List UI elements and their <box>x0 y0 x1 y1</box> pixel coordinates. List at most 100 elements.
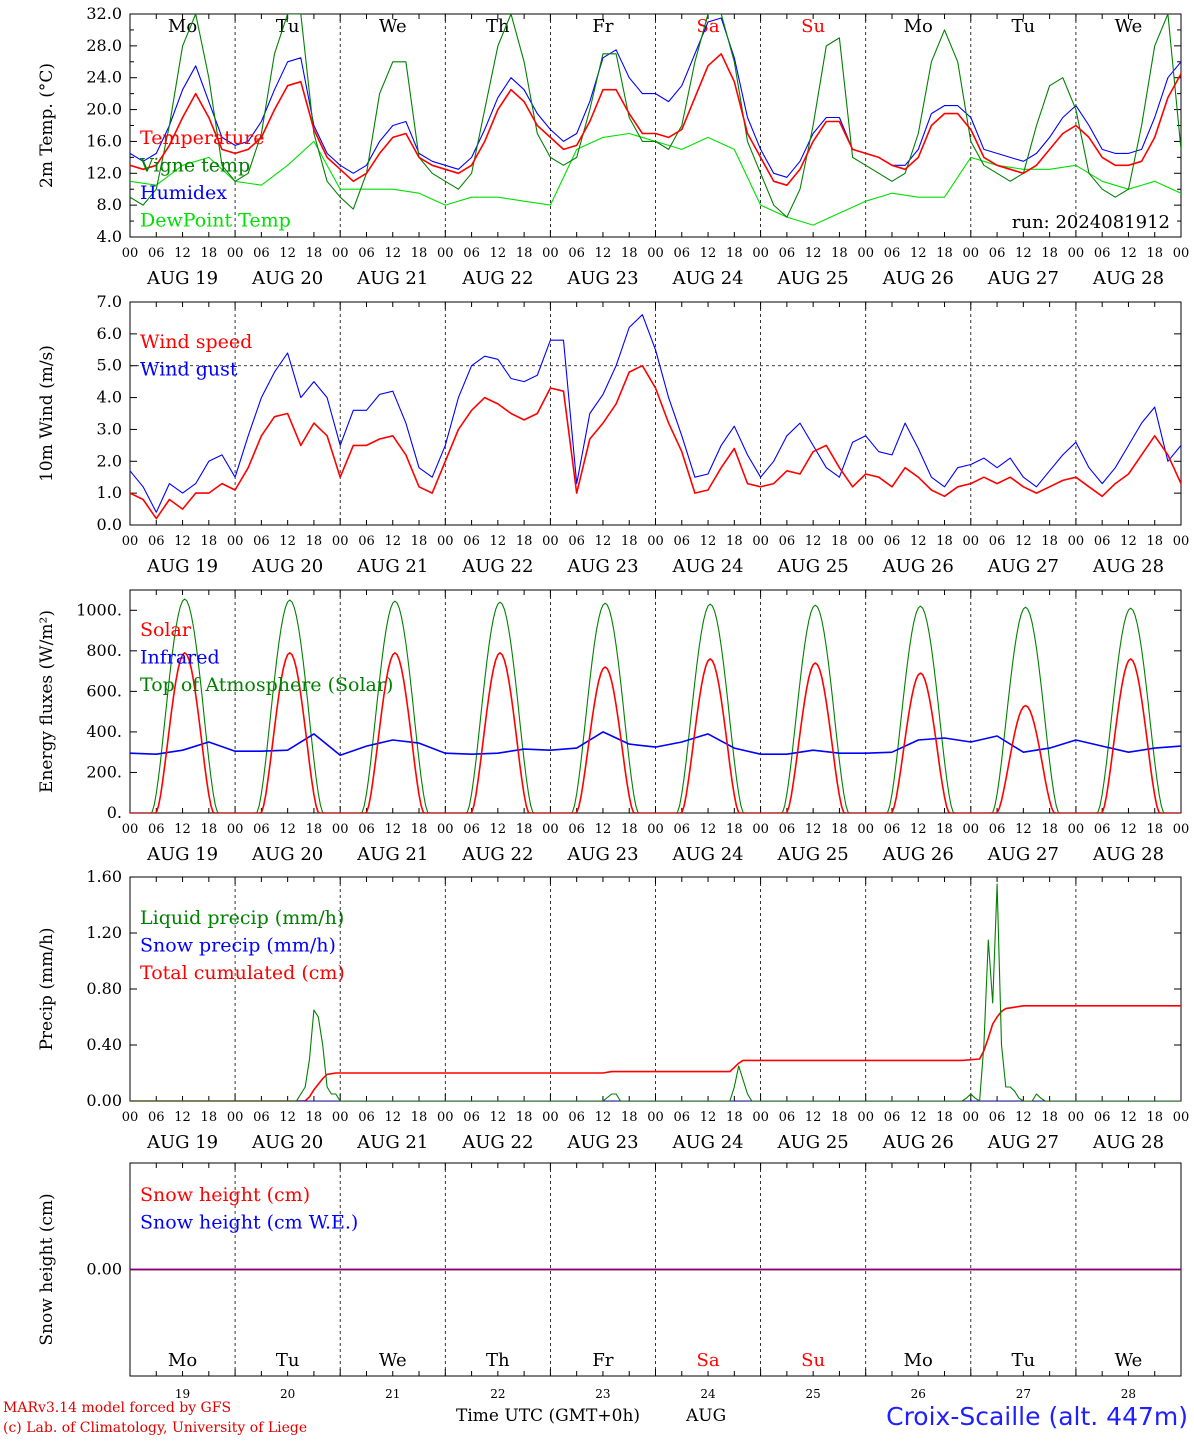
hour-tick-label: 00 <box>227 246 244 261</box>
hour-tick-label: 00 <box>437 246 454 261</box>
hour-tick-label: 00 <box>1173 534 1190 549</box>
date-label: AUG 23 <box>566 1132 638 1153</box>
date-label: AUG 24 <box>671 556 743 577</box>
date-label: AUG 20 <box>251 268 323 289</box>
y-tick-label: 1.0 <box>97 483 122 502</box>
hour-tick-label: 00 <box>1068 822 1085 837</box>
date-label: AUG 28 <box>1092 556 1164 577</box>
hour-tick-label: 18 <box>201 822 218 837</box>
hour-tick-label: 12 <box>384 246 401 261</box>
hour-tick-label: 18 <box>411 822 428 837</box>
hour-tick-label: 18 <box>1146 1110 1163 1125</box>
hour-tick-label: 00 <box>963 1110 980 1125</box>
day-abbr-label: Mo <box>168 1350 197 1371</box>
hour-tick-label: 18 <box>621 534 638 549</box>
day-number-label: 21 <box>385 1387 400 1401</box>
hour-tick-label: 18 <box>936 534 953 549</box>
date-label: AUG 20 <box>251 844 323 865</box>
hour-tick-label: 06 <box>253 1110 270 1125</box>
hour-tick-label: 06 <box>148 822 165 837</box>
series-line <box>130 314 1181 513</box>
hour-tick-label: 00 <box>332 1110 349 1125</box>
hour-tick-label: 00 <box>437 534 454 549</box>
day-abbr-label: Tu <box>276 1350 300 1371</box>
hour-tick-label: 12 <box>1015 534 1032 549</box>
legend-entry: Infrared <box>140 647 220 669</box>
hour-tick-label: 06 <box>148 534 165 549</box>
hour-tick-label: 18 <box>1041 246 1058 261</box>
legend-entry: Temperature <box>140 127 264 149</box>
y-axis-label: Precip (mm/h) <box>37 927 57 1050</box>
hour-tick-label: 18 <box>306 1110 323 1125</box>
hour-tick-label: 00 <box>1173 822 1190 837</box>
hour-tick-label: 18 <box>831 1110 848 1125</box>
date-label: AUG 19 <box>146 268 218 289</box>
hour-tick-label: 12 <box>700 1110 717 1125</box>
hour-tick-label: 00 <box>963 822 980 837</box>
hour-tick-label: 12 <box>174 534 191 549</box>
day-number-label: 23 <box>595 1387 610 1401</box>
hour-tick-label: 18 <box>1041 534 1058 549</box>
hour-tick-label: 12 <box>279 246 296 261</box>
hour-tick-label: 00 <box>1068 246 1085 261</box>
hour-tick-label: 18 <box>936 1110 953 1125</box>
legend-entry: Solar <box>140 619 192 641</box>
y-tick-label: 1.60 <box>86 867 122 886</box>
date-label: AUG 23 <box>566 844 638 865</box>
date-label: AUG 19 <box>146 844 218 865</box>
y-axis-label: 2m Temp. (°C) <box>37 63 57 188</box>
hour-tick-label: 18 <box>306 822 323 837</box>
y-tick-label: 3.0 <box>97 419 122 438</box>
hour-tick-label: 18 <box>831 534 848 549</box>
hour-tick-label: 00 <box>332 534 349 549</box>
date-label: AUG 27 <box>987 556 1059 577</box>
y-tick-label: 600. <box>86 681 122 700</box>
day-abbr-label: Sa <box>697 16 720 37</box>
hour-tick-label: 00 <box>332 822 349 837</box>
legend-entry: Vigne temp <box>139 155 250 177</box>
hour-tick-label: 00 <box>647 822 664 837</box>
time-axis-label: Time UTC (GMT+0h) <box>456 1406 641 1426</box>
date-label: AUG 25 <box>777 844 849 865</box>
hour-tick-label: 12 <box>384 822 401 837</box>
lab-credit: (c) Lab. of Climatology, University of L… <box>3 1420 308 1436</box>
hour-tick-label: 00 <box>437 1110 454 1125</box>
date-label: AUG 28 <box>1092 1132 1164 1153</box>
date-label: AUG 22 <box>461 268 533 289</box>
series-line <box>130 731 1181 757</box>
hour-tick-label: 06 <box>463 1110 480 1125</box>
day-abbr-label: Su <box>801 1350 825 1371</box>
hour-tick-label: 00 <box>122 534 139 549</box>
date-label: AUG 27 <box>987 1132 1059 1153</box>
date-label: AUG 25 <box>777 556 849 577</box>
y-tick-label: 16.0 <box>86 131 122 150</box>
y-tick-label: 28.0 <box>86 36 122 55</box>
hour-tick-label: 00 <box>752 822 769 837</box>
date-label: AUG 21 <box>356 556 428 577</box>
day-number-label: 20 <box>280 1387 295 1401</box>
legend-entry: Wind gust <box>140 359 238 381</box>
hour-tick-label: 12 <box>174 246 191 261</box>
hour-tick-label: 18 <box>411 246 428 261</box>
y-tick-label: 4.0 <box>97 227 122 246</box>
hour-tick-label: 00 <box>122 822 139 837</box>
legend-entry: Top of Atmosphere (Solar) <box>140 674 393 696</box>
hour-tick-label: 06 <box>989 822 1006 837</box>
hour-tick-label: 18 <box>621 1110 638 1125</box>
date-label: AUG 25 <box>777 268 849 289</box>
hour-tick-label: 18 <box>831 822 848 837</box>
hour-tick-label: 12 <box>384 1110 401 1125</box>
hour-tick-label: 18 <box>516 1110 533 1125</box>
hour-tick-label: 18 <box>621 822 638 837</box>
hour-tick-label: 00 <box>963 534 980 549</box>
y-tick-label: 200. <box>86 762 122 781</box>
date-label: AUG 27 <box>987 844 1059 865</box>
hour-tick-label: 12 <box>1015 1110 1032 1125</box>
hour-tick-label: 18 <box>516 534 533 549</box>
hour-tick-label: 12 <box>384 534 401 549</box>
hour-tick-label: 18 <box>201 534 218 549</box>
y-tick-label: 4.0 <box>97 388 122 407</box>
y-tick-label: 1000. <box>76 600 122 619</box>
hour-tick-label: 00 <box>752 246 769 261</box>
